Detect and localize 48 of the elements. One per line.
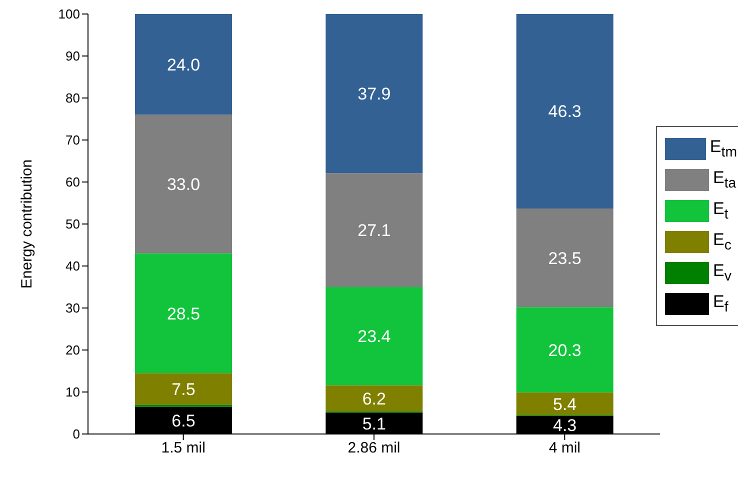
data-label: 27.1 [358,221,391,240]
data-label: 24.0 [166,55,200,74]
y-tick-label: 100 [58,6,80,22]
x-tick-label: 1.5 mil [161,440,206,457]
y-tick-label: 30 [66,300,80,316]
bar [135,253,232,374]
data-label: 28.5 [166,304,200,324]
x-tick-label: 4 mil [548,440,581,457]
bar [516,392,614,416]
bar [516,208,614,308]
data-label: 23.4 [358,327,391,346]
y-tick-label: 70 [66,132,80,148]
legend-label: E$_{ta}$ [713,168,736,192]
bar [326,385,423,412]
y-tick-label: 20 [66,342,80,358]
data-label: 6.5 [172,411,196,430]
y-tick-label: 10 [66,384,80,400]
bar [326,287,423,386]
bar [516,14,614,208]
legend-label: E$_{f}$ [713,292,728,316]
legend-label: E$_{c}$ [713,230,732,254]
bar [326,14,423,174]
bar [326,173,423,287]
data-label: 7.5 [172,380,196,399]
bar [516,307,614,392]
data-label: 23.5 [548,248,582,268]
data-label: 20.3 [548,340,582,360]
y-tick-label: 60 [66,174,80,190]
y-axis-title: Energy contribution [18,159,36,289]
y-tick-label: 0 [72,426,80,442]
bar [135,14,232,115]
legend-label: E$_{v}$ [713,260,732,284]
data-label: 4.3 [553,416,577,435]
data-label: 37.9 [358,84,391,104]
data-label: 46.3 [548,102,582,122]
legend-label: E$_{tm}$ [710,136,737,160]
y-tick-label: 50 [66,216,80,232]
bar [135,373,232,405]
data-label: 5.4 [553,394,577,414]
legend-label: E$_{t}$ [713,198,728,222]
data-label: 33.0 [166,175,200,194]
y-tick-label: 80 [66,90,80,106]
y-tick-label: 40 [66,258,80,274]
data-label: 5.1 [362,414,386,434]
bar [135,114,232,254]
y-tick-label: 90 [66,48,80,64]
x-tick-label: 2.86 mil [348,440,400,457]
data-label: 6.2 [362,389,386,408]
